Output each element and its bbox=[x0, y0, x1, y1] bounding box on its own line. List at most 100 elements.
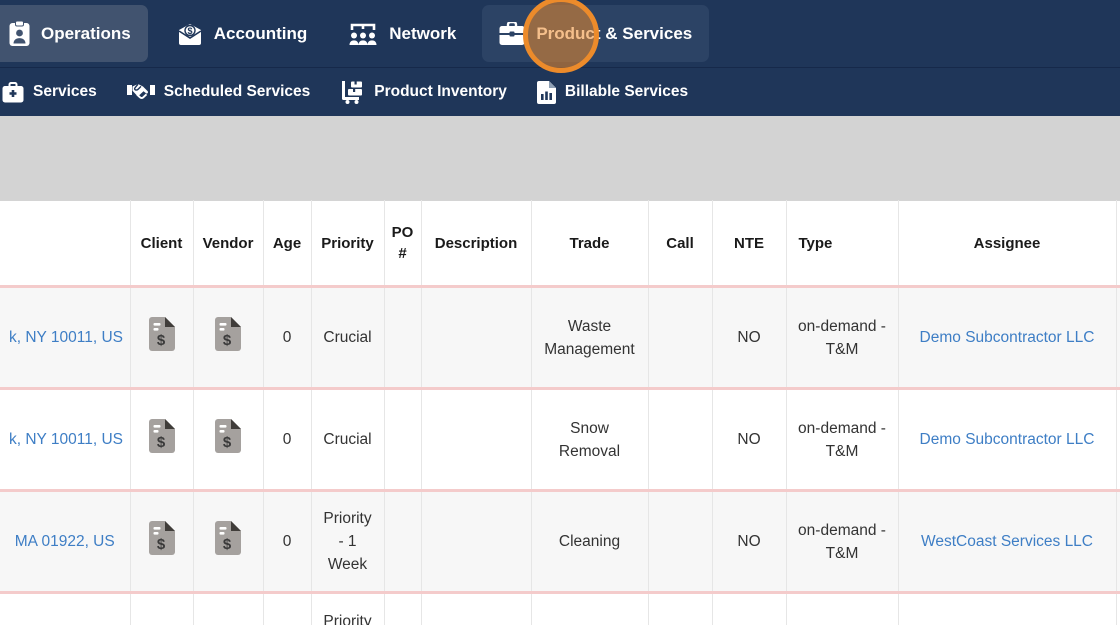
col-header-type[interactable]: Type bbox=[785, 200, 898, 287]
assignee-link[interactable]: Demo Subcontractor LLC bbox=[919, 329, 1095, 346]
svg-text:$: $ bbox=[223, 434, 232, 451]
work-orders-table: Client Vendor Age Priority PO # Descript… bbox=[0, 200, 1120, 625]
assignee-cell bbox=[897, 591, 1116, 625]
table-row[interactable]: k, NY 10011, US $ $ 0 Crucial Snow Remov… bbox=[0, 387, 1120, 491]
assignee-link[interactable]: WestCoast Services LLC bbox=[921, 533, 1093, 550]
subnav-item-label: Scheduled Services bbox=[163, 83, 311, 100]
trade-cell: Cleaning bbox=[530, 489, 648, 593]
location-link[interactable]: k, NY 10011, US bbox=[9, 431, 124, 448]
type-cell: on-demand - T&M bbox=[785, 591, 898, 625]
trade-cell: Snow Removal bbox=[530, 387, 648, 491]
col-header-age[interactable]: Age bbox=[262, 200, 311, 287]
invoice-icon[interactable]: $ bbox=[148, 521, 175, 562]
type-cell: on-demand - T&M bbox=[785, 489, 898, 593]
nte-cell: NO bbox=[711, 387, 786, 491]
vendor-invoice-cell: $ bbox=[192, 489, 263, 593]
invoice-icon[interactable]: $ bbox=[215, 419, 241, 460]
nav-item-operations[interactable]: Operations bbox=[0, 5, 148, 62]
po-cell bbox=[383, 591, 421, 625]
nav-item-product-services[interactable]: Product & Services bbox=[482, 5, 710, 62]
handshake-icon bbox=[126, 82, 155, 102]
location-link[interactable]: MA 01922, US bbox=[14, 533, 115, 550]
po-cell bbox=[383, 489, 421, 593]
po-cell bbox=[383, 285, 421, 389]
description-cell bbox=[420, 489, 531, 593]
client-invoice-cell: $ bbox=[129, 489, 193, 593]
svg-text:$: $ bbox=[156, 332, 165, 349]
extra-cell bbox=[1115, 285, 1120, 389]
vendor-invoice-cell bbox=[192, 591, 263, 625]
nav-item-label: Accounting bbox=[213, 23, 308, 43]
priority-cell: Crucial bbox=[310, 387, 384, 491]
client-invoice-cell: $ bbox=[129, 387, 193, 491]
description-cell bbox=[420, 387, 531, 491]
col-header-assignee[interactable]: Assignee bbox=[897, 200, 1116, 287]
col-header-priority[interactable]: Priority bbox=[310, 200, 384, 287]
po-cell bbox=[383, 387, 421, 491]
col-header-call[interactable]: Call bbox=[647, 200, 712, 287]
svg-text:$: $ bbox=[187, 26, 192, 36]
medical-bag-icon bbox=[2, 81, 24, 103]
nav-item-network[interactable]: Network bbox=[331, 5, 473, 62]
call-cell bbox=[647, 387, 712, 491]
svg-text:$: $ bbox=[223, 332, 232, 349]
billable-doc-icon bbox=[536, 80, 556, 104]
table-row[interactable]: k, NY 10011, US $ $ 0 Crucial Waste Mana… bbox=[0, 285, 1120, 389]
subnav-item-product-inventory[interactable]: Product Inventory bbox=[340, 80, 507, 104]
col-header-description[interactable]: Description bbox=[420, 200, 531, 287]
nav-item-accounting[interactable]: $ Accounting bbox=[160, 5, 325, 62]
main-nav: Operations $ Accounting Network Product … bbox=[0, 0, 1120, 67]
age-cell: 0 bbox=[262, 489, 311, 593]
nav-item-label: Network bbox=[389, 23, 457, 43]
table-row[interactable]: MA 01922, US $ $ 0 Priority - 1 Week Cle… bbox=[0, 489, 1120, 593]
vendor-invoice-cell: $ bbox=[192, 285, 263, 389]
extra-cell bbox=[1115, 489, 1120, 593]
invoice-icon[interactable]: $ bbox=[148, 317, 175, 358]
invoice-icon[interactable]: $ bbox=[215, 317, 241, 358]
subnav-item-scheduled-services[interactable]: Scheduled Services bbox=[126, 82, 311, 102]
location-cell: k, NY 10011, US bbox=[0, 285, 130, 389]
location-cell: k, NY 10011, US bbox=[0, 387, 130, 491]
toolbar: More + Work O bbox=[0, 116, 1120, 295]
nte-cell: NO bbox=[711, 489, 786, 593]
svg-text:$: $ bbox=[156, 434, 165, 451]
operations-icon bbox=[9, 20, 30, 47]
client-invoice-cell bbox=[129, 591, 193, 625]
accounting-icon: $ bbox=[177, 21, 203, 47]
assignee-cell: WestCoast Services LLC bbox=[897, 489, 1116, 593]
call-cell bbox=[647, 591, 712, 625]
type-cell: on-demand - T&M bbox=[785, 387, 898, 491]
table-row[interactable]: Priority - 1 Week on-demand - T&M bbox=[0, 591, 1120, 625]
trade-cell bbox=[530, 591, 648, 625]
priority-cell: Priority - 1 Week bbox=[310, 591, 384, 625]
subnav-item-billable-services[interactable]: Billable Services bbox=[536, 80, 688, 104]
assignee-link[interactable]: Demo Subcontractor LLC bbox=[919, 431, 1095, 448]
hand-truck-icon bbox=[340, 80, 365, 104]
location-link[interactable]: k, NY 10011, US bbox=[9, 329, 124, 346]
svg-text:$: $ bbox=[156, 536, 165, 553]
extra-cell bbox=[1115, 387, 1120, 491]
col-header-trade[interactable]: Trade bbox=[530, 200, 648, 287]
nte-cell bbox=[711, 591, 786, 625]
age-cell bbox=[262, 591, 311, 625]
col-header-location[interactable] bbox=[0, 200, 130, 287]
col-header-vendor[interactable]: Vendor bbox=[192, 200, 263, 287]
sub-nav: Services Scheduled Services Product Inve… bbox=[0, 67, 1120, 116]
col-header-client[interactable]: Client bbox=[129, 200, 193, 287]
briefcase-icon bbox=[499, 21, 525, 46]
description-cell bbox=[420, 591, 531, 625]
nav-item-label: Product & Services bbox=[536, 23, 693, 43]
extra-cell bbox=[1115, 591, 1120, 625]
description-cell bbox=[420, 285, 531, 389]
col-header-po[interactable]: PO # bbox=[383, 200, 421, 287]
invoice-icon[interactable]: $ bbox=[215, 521, 241, 562]
invoice-icon[interactable]: $ bbox=[148, 419, 175, 460]
col-header-nte[interactable]: NTE bbox=[711, 200, 786, 287]
subnav-item-services[interactable]: Services bbox=[2, 81, 97, 103]
trade-cell: Waste Management bbox=[530, 285, 648, 389]
vendor-invoice-cell: $ bbox=[192, 387, 263, 491]
priority-cell: Priority - 1 Week bbox=[310, 489, 384, 593]
work-orders-table-container[interactable]: Client Vendor Age Priority PO # Descript… bbox=[0, 200, 1120, 625]
assignee-cell: Demo Subcontractor LLC bbox=[897, 387, 1116, 491]
